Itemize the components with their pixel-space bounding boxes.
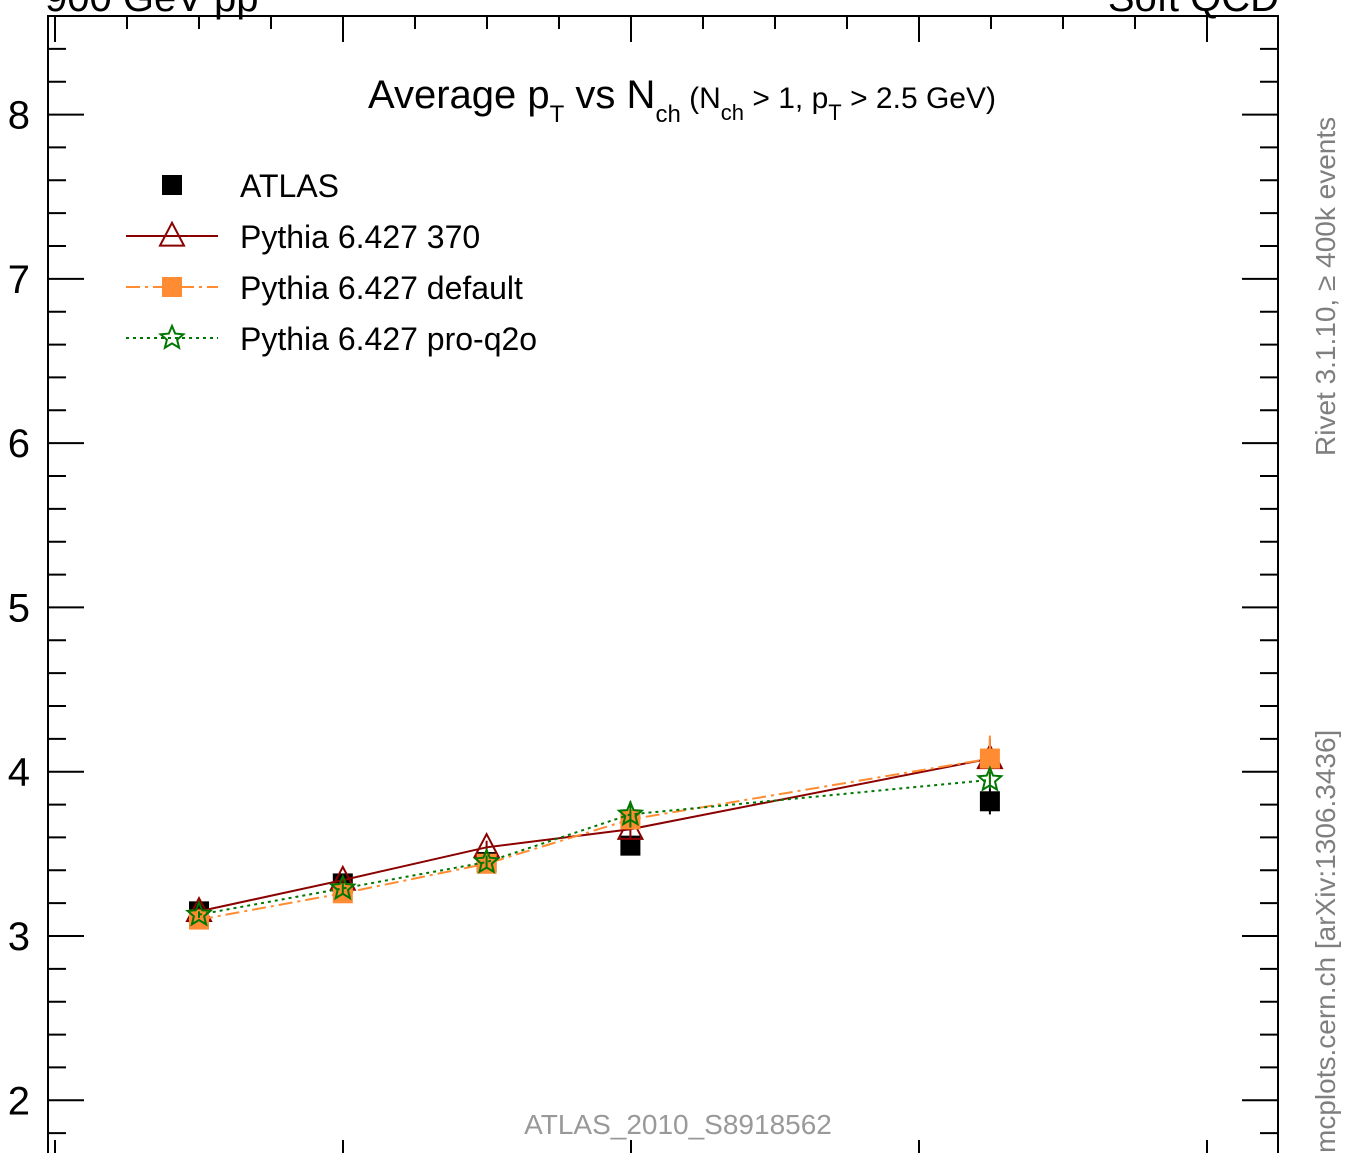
legend-label: Pythia 6.427 default (240, 270, 523, 306)
legend-item: ATLAS (162, 168, 339, 204)
legend-item: Pythia 6.427 default (126, 270, 523, 306)
y-tick-label: 4 (8, 751, 30, 795)
legend-label: ATLAS (240, 168, 339, 204)
chart-title: Average pT vs Nch (Nch > 1, pT > 2.5 GeV… (368, 73, 996, 128)
data-point (979, 748, 1000, 769)
data-point (976, 765, 1004, 792)
data-point (979, 791, 1000, 812)
axis-ticks (48, 15, 1278, 1153)
data-point (162, 175, 182, 195)
series-line (198, 757, 991, 913)
series-pythia-6-427-default (189, 735, 1000, 930)
y-tick-label: 5 (8, 586, 30, 630)
y-tick-label: 3 (8, 915, 30, 959)
data-point (328, 873, 357, 901)
y-tick-label: 8 (8, 94, 30, 138)
legend-label: Pythia 6.427 pro-q2o (240, 321, 537, 357)
y-tick-labels: 2 3 4 5 6 7 8 (8, 94, 30, 1124)
legend: ATLAS Pythia 6.427 370 Pythia 6.427 defaul… (126, 168, 537, 357)
data-point (158, 323, 186, 350)
analysis-watermark: ATLAS_2010_S8918562 (524, 1109, 832, 1140)
rivet-version-label: Rivet 3.1.10, ≥ 400k events (1310, 116, 1341, 456)
data-point (616, 799, 645, 827)
plot-frame (47, 15, 1279, 1153)
series-pythia-6-427-pro-q2o (185, 765, 1004, 927)
legend-label: Pythia 6.427 370 (240, 219, 480, 255)
header-left-label: 900 GeV pp (45, 0, 259, 18)
data-point (158, 220, 186, 247)
y-tick-label: 2 (8, 1079, 30, 1123)
legend-item: Pythia 6.427 pro-q2o (126, 321, 537, 357)
series-atlas (189, 788, 1000, 922)
data-point (620, 835, 641, 856)
header-right-label: Soft QCD (1108, 0, 1279, 18)
series-line (198, 778, 990, 916)
data-point (185, 899, 213, 927)
y-tick-label: 7 (8, 258, 30, 302)
data-point (472, 847, 501, 874)
y-tick-label: 6 (8, 422, 30, 466)
series-group (185, 735, 1004, 930)
data-point (162, 277, 182, 297)
legend-item: Pythia 6.427 370 (126, 219, 480, 255)
mcplots-source-label: mcplots.cern.ch [arXiv:1306.3436] (1310, 729, 1341, 1153)
